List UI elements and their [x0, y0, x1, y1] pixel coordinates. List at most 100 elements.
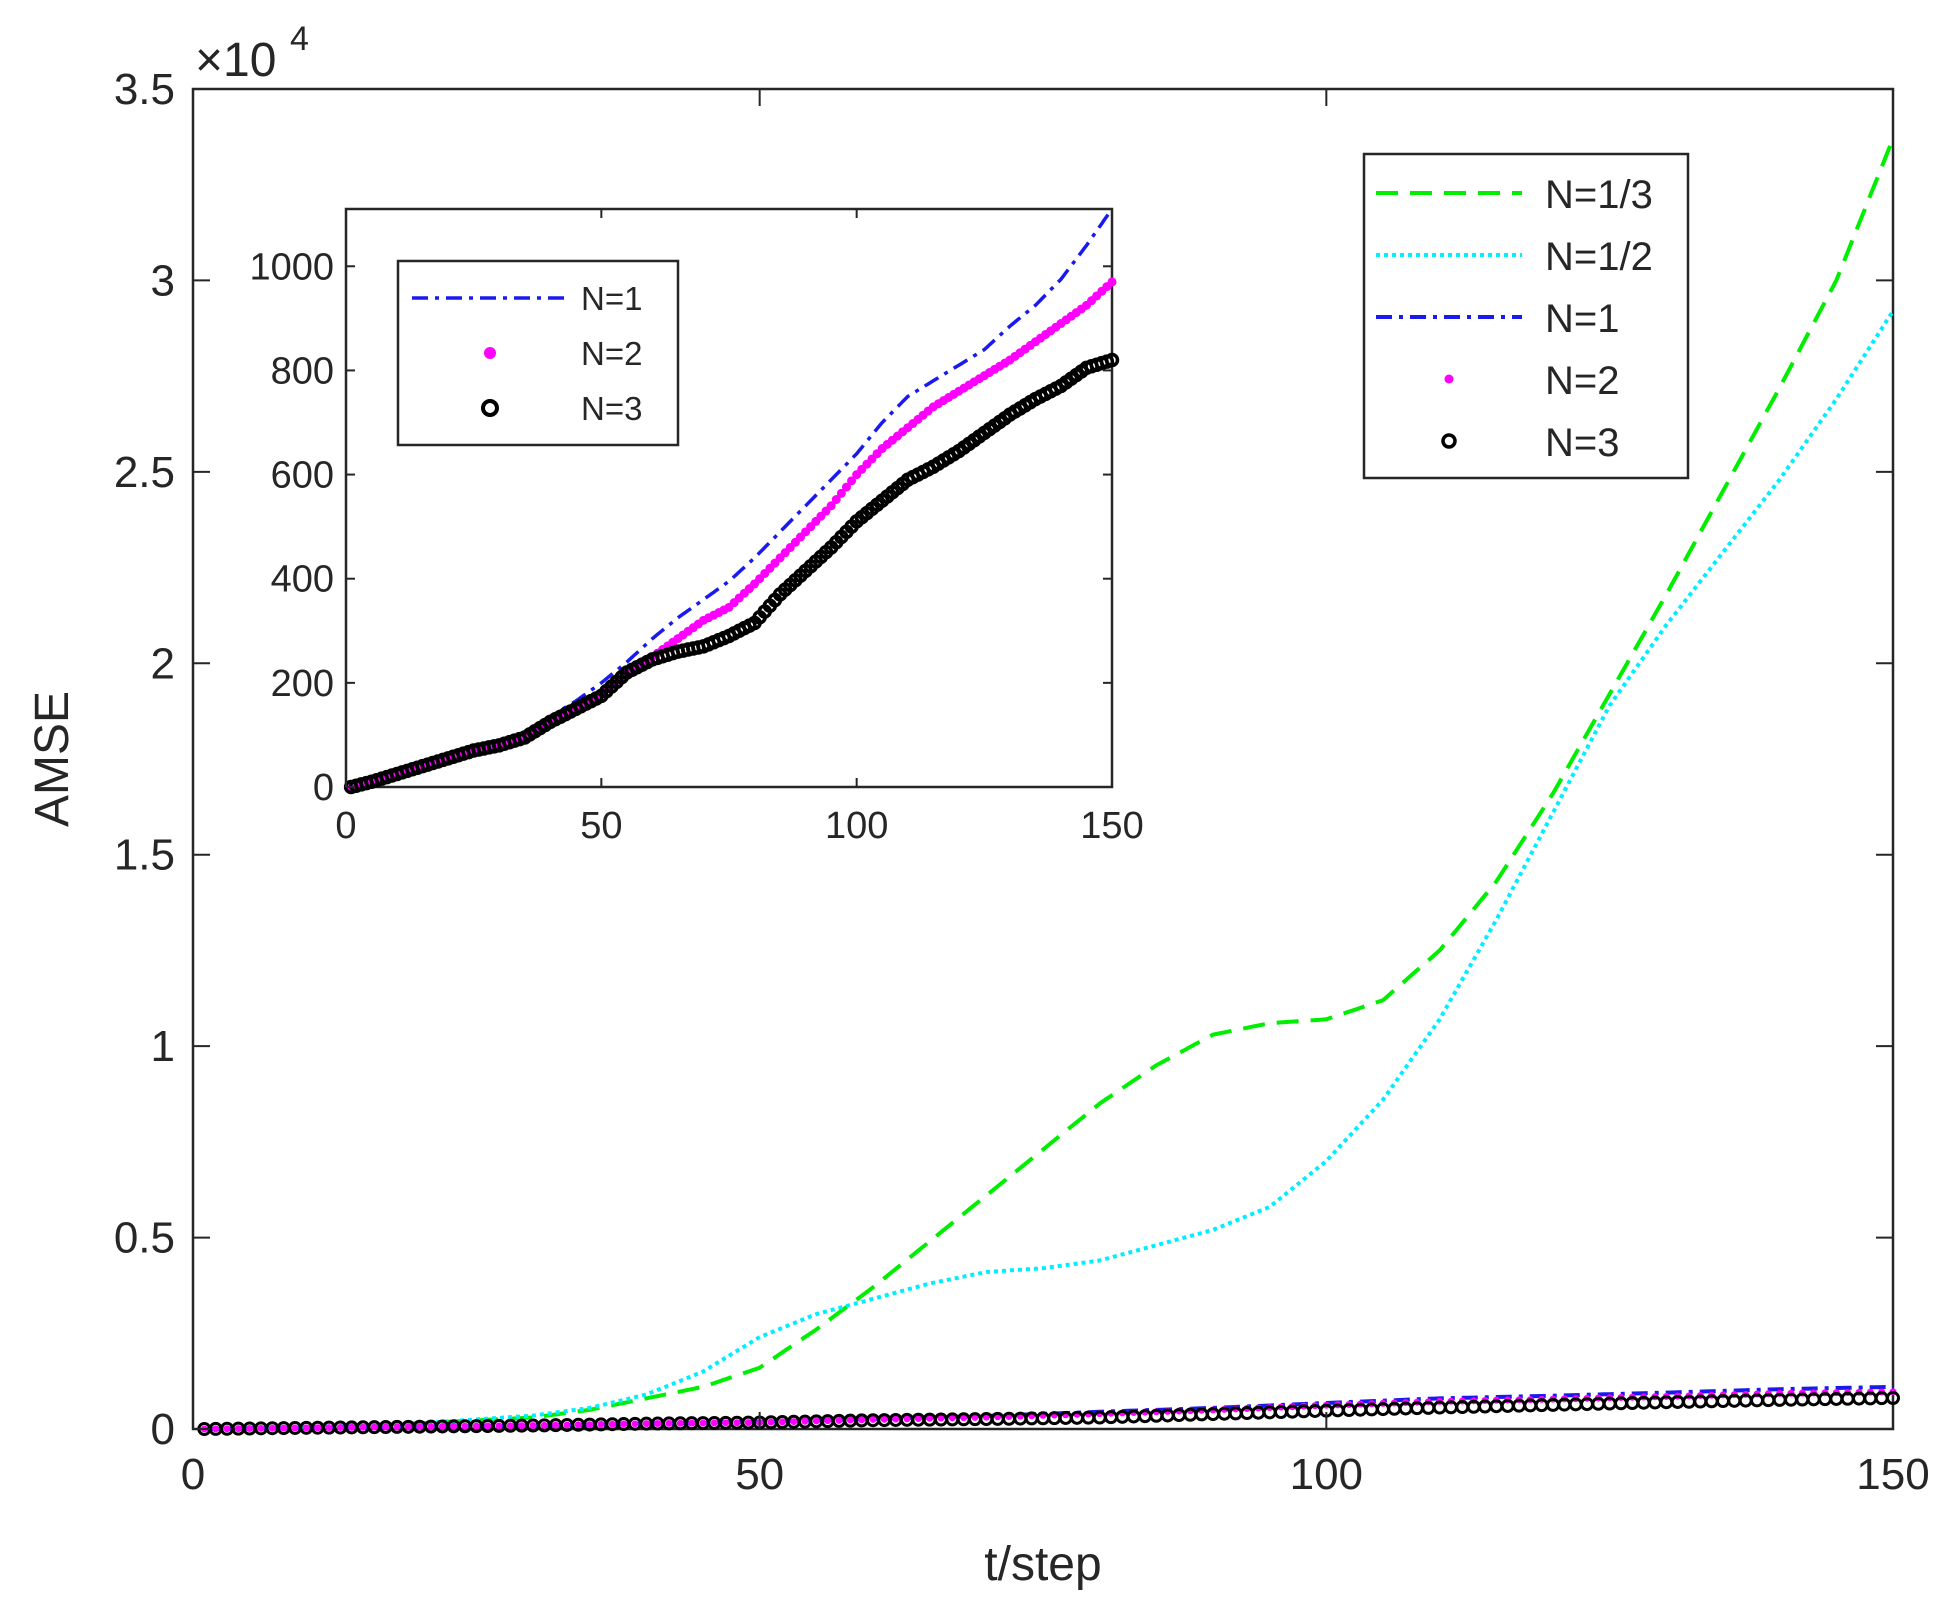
main-series-n-2-point — [563, 1421, 571, 1429]
main-series-n-2-point — [393, 1423, 401, 1431]
main-series-n-2-point — [926, 1414, 934, 1422]
main-series-n-2-point — [597, 1420, 605, 1428]
main-x-tick-label: 50 — [735, 1450, 784, 1499]
inset-y-tick-label: 200 — [271, 663, 334, 705]
inset-legend-n-3: N=3 — [481, 390, 642, 427]
main-y-tick-label: 0.5 — [114, 1214, 175, 1263]
inset-legend-n-3-swatch — [481, 399, 499, 417]
inset-y-tick-label: 800 — [271, 350, 334, 392]
main-series-n-2-point — [620, 1420, 628, 1428]
main-series-n-2-point — [631, 1420, 639, 1428]
inset-legend: N=1 N=2 N=3 — [396, 259, 680, 447]
main-y-tick-label: 3.5 — [114, 65, 175, 114]
main-series-n-2-point — [382, 1423, 390, 1431]
main-legend-n-1-label: N=1 — [1545, 297, 1620, 341]
main-series-n-2-point — [642, 1420, 650, 1428]
main-y-tick-label: 2.5 — [114, 448, 175, 497]
main-y-tick-label: 1 — [151, 1022, 175, 1071]
main-series-n-2-point — [733, 1419, 741, 1427]
main-series-n-2-point — [495, 1422, 503, 1430]
main-x-tick-label: 100 — [1290, 1450, 1363, 1499]
main-legend-n-1: N=1 — [1376, 297, 1620, 341]
main-series-n-2-point — [676, 1419, 684, 1427]
main-series-n-2-point — [336, 1424, 344, 1432]
y-axis-label: AMSE — [26, 691, 79, 827]
main-series-n-2-point — [212, 1425, 220, 1433]
main-legend-n-2-label: N=2 — [1545, 359, 1620, 403]
main-series-n-2-point — [461, 1422, 469, 1430]
main-series-n-2-point — [892, 1415, 900, 1423]
main-legend-n-1-3-label: N=1/3 — [1545, 173, 1653, 217]
main-legend: N=1/3 N=1/2 N=1 N=2 N=3 — [1362, 152, 1690, 480]
main-series-n-2-point — [801, 1417, 809, 1425]
main-series-n-2-point — [427, 1423, 435, 1431]
main-legend-n-3: N=3 — [1441, 421, 1620, 465]
main-series-n-2-point — [812, 1417, 820, 1425]
main-series-n-2-point — [234, 1425, 242, 1433]
inset-series-group — [343, 207, 1120, 795]
inset-legend-n-2-label: N=2 — [581, 335, 642, 372]
main-series-n-2-point — [880, 1415, 888, 1423]
main-x-tick-label: 0 — [181, 1450, 205, 1499]
main-series-n-2-point — [869, 1415, 877, 1423]
inset-series-n-2-point — [826, 501, 836, 511]
inset-x-tick-label: 50 — [580, 805, 622, 847]
main-series-n-2-point — [824, 1417, 832, 1425]
main-legend-n-1-2: N=1/2 — [1376, 235, 1653, 279]
main-series-n-2-point — [359, 1423, 367, 1431]
main-series-n-2-point — [506, 1422, 514, 1430]
main-x-tick-label: 150 — [1856, 1450, 1929, 1499]
main-series-n-2-point — [971, 1413, 979, 1421]
main-series-n-2-point — [472, 1422, 480, 1430]
main-series-n-2-point — [710, 1419, 718, 1427]
main-series-n-2-point — [314, 1424, 322, 1432]
main-series-n-2-point — [552, 1421, 560, 1429]
main-series-n-2-point — [438, 1422, 446, 1430]
inset-legend-box — [396, 259, 680, 447]
inset-y-tick-label: 600 — [271, 455, 334, 497]
inset-series-n-2-point — [847, 476, 857, 486]
main-series-n-2-point — [404, 1423, 412, 1431]
main-series-n-2-point — [722, 1419, 730, 1427]
main-legend-n-1-2-label: N=1/2 — [1545, 235, 1653, 279]
main-series-n-2-point — [348, 1423, 356, 1431]
main-series-n-2-point — [846, 1416, 854, 1424]
inset-legend-n-2-swatch — [484, 347, 496, 359]
main-legend-n-2-swatch — [1444, 374, 1454, 384]
main-series-n-2-point — [654, 1420, 662, 1428]
main-series-n-2-point — [688, 1419, 696, 1427]
inset-y-ticks: 0 200 400 600 800 1000 — [249, 246, 1112, 809]
inset-series-n-2-point — [831, 495, 841, 505]
inset-x-tick-label: 150 — [1080, 805, 1143, 847]
inset-legend-n-2: N=2 — [484, 335, 642, 372]
inset-x-tick-label: 100 — [825, 805, 888, 847]
inset-legend-n-1: N=1 — [412, 280, 642, 317]
inset-legend-n-1-label: N=1 — [581, 280, 642, 317]
main-series-n-2-point — [223, 1425, 231, 1433]
main-series-n-2-point — [914, 1415, 922, 1423]
main-series-n-2-point — [246, 1424, 254, 1432]
inset-series-n-2-point — [836, 488, 846, 498]
inset-series-n-2-point — [1107, 277, 1117, 287]
main-legend-n-2: N=2 — [1444, 359, 1620, 403]
y-exponent-power: 4 — [290, 20, 309, 58]
inset-y-tick-label: 0 — [313, 767, 334, 809]
main-series-n-2-point — [835, 1416, 843, 1424]
main-series-n-2-point — [302, 1424, 310, 1432]
main-legend-n-3-swatch — [1441, 433, 1457, 449]
main-series-n-2-point — [450, 1422, 458, 1430]
main-y-tick-label: 0 — [151, 1405, 175, 1454]
inset-series-n-3-point — [1104, 352, 1120, 368]
main-legend-n-1-3: N=1/3 — [1376, 173, 1653, 217]
main-series-n-2-point — [416, 1423, 424, 1431]
main-x-ticks: 0 50 100 150 — [181, 89, 1930, 1499]
main-y-tick-label: 2 — [151, 639, 175, 688]
main-series-n-2-point — [903, 1415, 911, 1423]
main-series-n-2-point — [699, 1419, 707, 1427]
inset-x-tick-label: 0 — [335, 805, 356, 847]
main-series-n-2-point — [858, 1416, 866, 1424]
main-series-n-2-point — [540, 1421, 548, 1429]
main-series-n-2-point — [325, 1424, 333, 1432]
main-series-n-2-point — [767, 1418, 775, 1426]
